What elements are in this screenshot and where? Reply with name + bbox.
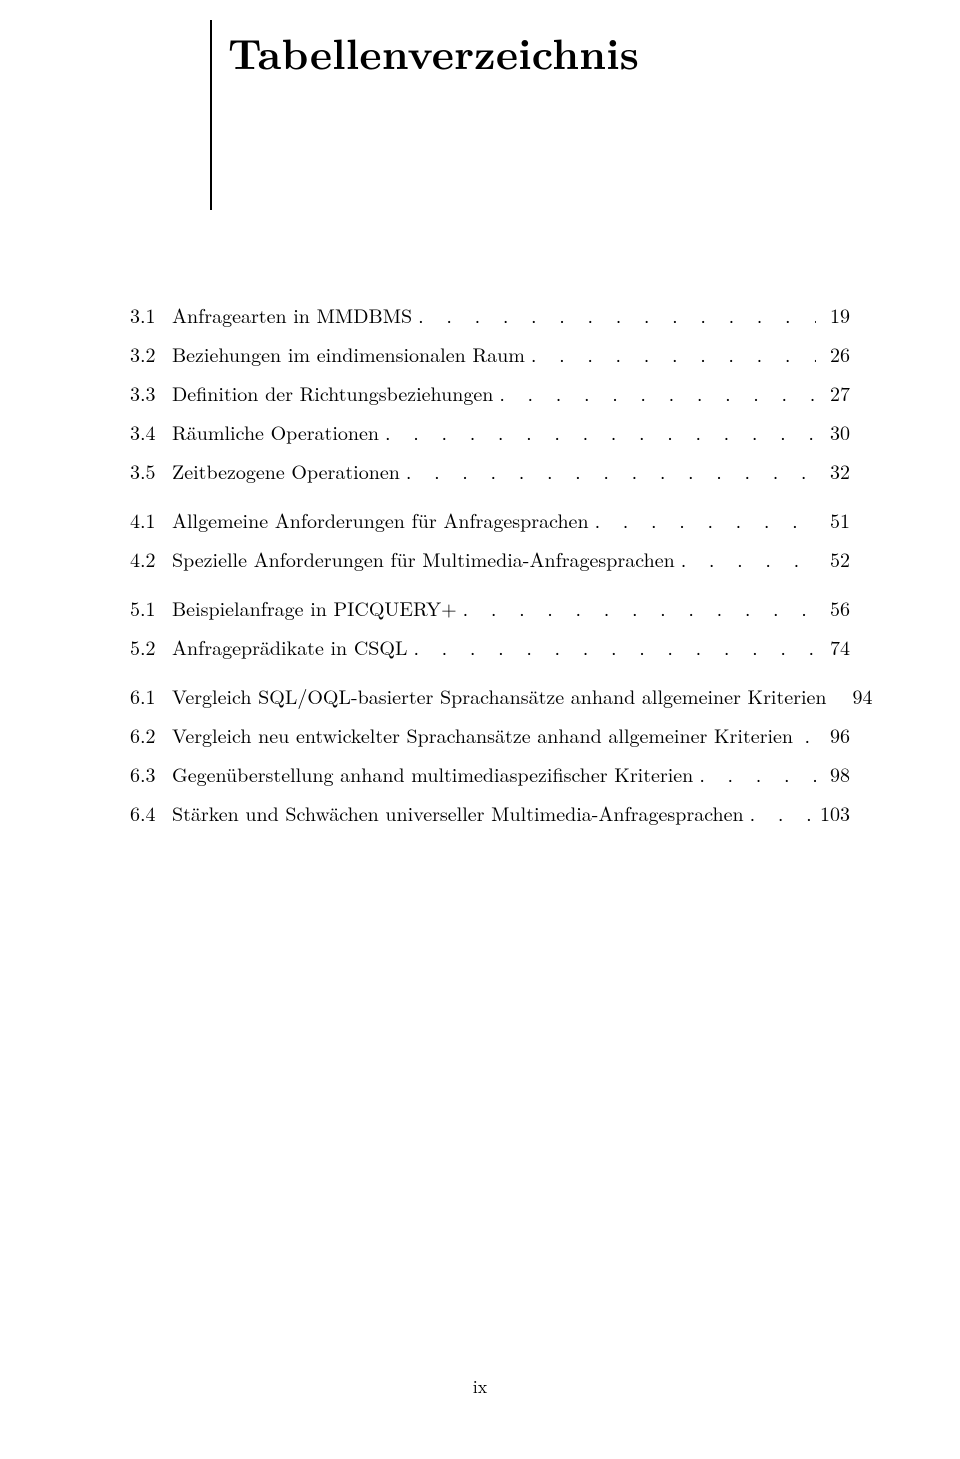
entry-page-number: 56 <box>816 593 850 622</box>
toc-entry: 6.4Stärken und Schwächen universeller Mu… <box>130 798 850 827</box>
entry-page-number: 19 <box>816 300 850 329</box>
entry-number: 3.4 <box>130 417 172 446</box>
entry-leader-dots: . . . . . . . . . . . . . . . . . . . . … <box>400 456 816 485</box>
entry-number: 3.1 <box>130 300 172 329</box>
entry-page-number: 94 <box>839 681 873 710</box>
entry-page-number: 96 <box>816 720 850 749</box>
entry-number: 4.1 <box>130 505 172 534</box>
toc-entry: 4.1Allgemeine Anforderungen für Anfrages… <box>130 505 850 534</box>
page-number-footer: ix <box>0 1374 960 1399</box>
page-title: Tabellenverzeichnis <box>228 22 639 82</box>
section-gap <box>130 583 850 593</box>
entry-number: 6.4 <box>130 798 172 827</box>
toc-entry: 3.3Definition der Richtungsbeziehungen .… <box>130 378 850 407</box>
toc-entry: 3.1Anfragearten in MMDBMS . . . . . . . … <box>130 300 850 329</box>
entry-label: Beispielanfrage in PICQUERY+ <box>172 593 457 622</box>
toc-entry: 3.5Zeitbezogene Operationen . . . . . . … <box>130 456 850 485</box>
entry-label: Spezielle Anforderungen für Multimedia-A… <box>172 544 675 573</box>
entry-page-number: 27 <box>816 378 850 407</box>
entry-label: Anfragearten in MMDBMS <box>172 300 412 329</box>
entry-label: Gegenüberstellung anhand multimediaspezi… <box>172 759 693 788</box>
entry-leader-dots: . <box>793 720 816 749</box>
entry-label: Beziehungen im eindimensionalen Raum <box>172 339 525 368</box>
entry-leader-dots: . . . . . . . . . . . . . . . . . . . . … <box>589 505 816 534</box>
entry-leader-dots: . . . . . . . . . . . . . . . . . . . . … <box>744 798 816 827</box>
entry-label: Anfrageprädikate in CSQL <box>172 632 407 661</box>
entry-leader-dots: . . . . . . . . . . . . . . . . . . . . … <box>493 378 816 407</box>
toc-entry: 4.2Spezielle Anforderungen für Multimedi… <box>130 544 850 573</box>
page: Tabellenverzeichnis 3.1Anfragearten in M… <box>0 0 960 1459</box>
entry-number: 3.5 <box>130 456 172 485</box>
entry-page-number: 51 <box>816 505 850 534</box>
entry-label: Stärken und Schwächen universeller Multi… <box>172 798 744 827</box>
section-gap <box>130 495 850 505</box>
toc-entry: 5.1Beispielanfrage in PICQUERY+ . . . . … <box>130 593 850 622</box>
entry-leader-dots: . . . . . . . . . . . . . . . . . . . . … <box>407 632 816 661</box>
entry-leader-dots: . . . . . . . . . . . . . . . . . . . . … <box>693 759 816 788</box>
entry-leader-dots: . . . . . . . . . . . . . . . . . . . . … <box>412 300 816 329</box>
entry-label: Vergleich neu entwickelter Sprachansätze… <box>172 720 793 749</box>
entry-leader-dots: . . . . . . . . . . . . . . . . . . . . … <box>525 339 816 368</box>
entry-number: 3.3 <box>130 378 172 407</box>
entry-leader-dots: . . . . . . . . . . . . . . . . . . . . … <box>457 593 816 622</box>
entry-page-number: 30 <box>816 417 850 446</box>
toc-entries: 3.1Anfragearten in MMDBMS . . . . . . . … <box>130 300 850 837</box>
entry-number: 5.2 <box>130 632 172 661</box>
entry-number: 4.2 <box>130 544 172 573</box>
toc-entry: 6.2Vergleich neu entwickelter Sprachansä… <box>130 720 850 749</box>
entry-number: 3.2 <box>130 339 172 368</box>
toc-entry: 3.2Beziehungen im eindimensionalen Raum … <box>130 339 850 368</box>
entry-page-number: 98 <box>816 759 850 788</box>
entry-page-number: 52 <box>816 544 850 573</box>
toc-entry: 6.3Gegenüberstellung anhand multimediasp… <box>130 759 850 788</box>
entry-page-number: 74 <box>816 632 850 661</box>
entry-page-number: 103 <box>816 798 850 827</box>
entry-leader-dots: . . . . . . . . . . . . . . . . . . . . … <box>675 544 816 573</box>
entry-label: Allgemeine Anforderungen für Anfragespra… <box>172 505 589 534</box>
entry-leader-dots: . . . . . . . . . . . . . . . . . . . . … <box>379 417 816 446</box>
entry-label: Vergleich SQL/OQL-basierter Sprachansätz… <box>172 681 827 710</box>
entry-number: 6.1 <box>130 681 172 710</box>
toc-entry: 6.1Vergleich SQL/OQL-basierter Sprachans… <box>130 681 850 710</box>
toc-entry: 5.2Anfrageprädikate in CSQL . . . . . . … <box>130 632 850 661</box>
section-gap <box>130 671 850 681</box>
entry-label: Definition der Richtungsbeziehungen <box>172 378 493 407</box>
entry-number: 6.3 <box>130 759 172 788</box>
title-vertical-rule <box>210 20 212 210</box>
entry-number: 5.1 <box>130 593 172 622</box>
entry-page-number: 26 <box>816 339 850 368</box>
entry-label: Räumliche Operationen <box>172 417 379 446</box>
entry-number: 6.2 <box>130 720 172 749</box>
toc-entry: 3.4Räumliche Operationen . . . . . . . .… <box>130 417 850 446</box>
entry-label: Zeitbezogene Operationen <box>172 456 400 485</box>
entry-page-number: 32 <box>816 456 850 485</box>
